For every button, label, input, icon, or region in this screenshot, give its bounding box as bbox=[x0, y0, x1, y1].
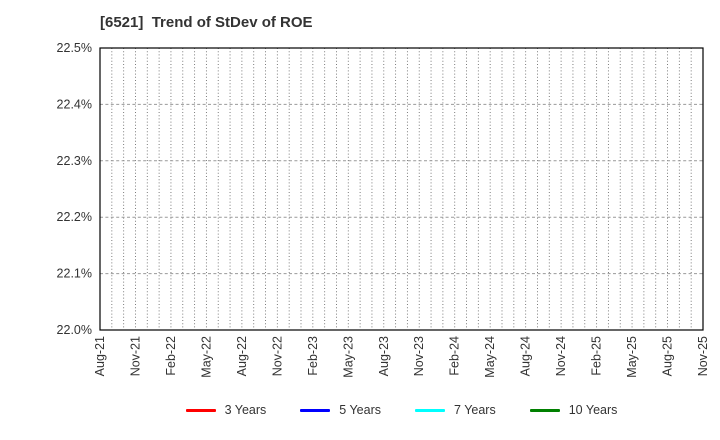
x-tick-label: Nov-22 bbox=[270, 336, 284, 376]
x-tick-label: Nov-25 bbox=[696, 336, 710, 376]
legend-label: 10 Years bbox=[568, 403, 618, 417]
legend-line-swatch bbox=[185, 408, 216, 412]
legend-label: 5 Years bbox=[339, 403, 382, 417]
x-tick-label: Feb-25 bbox=[590, 336, 604, 376]
x-tick-label: May-24 bbox=[483, 336, 497, 378]
x-tick-label: Aug-25 bbox=[661, 336, 675, 376]
x-tick-label: Aug-23 bbox=[377, 336, 391, 376]
x-tick-label: Nov-23 bbox=[412, 336, 426, 376]
legend-item-7-years: 7 Years bbox=[415, 403, 496, 417]
legend-item-3-years: 3 Years bbox=[185, 403, 267, 417]
y-tick-label: 22.1% bbox=[57, 267, 92, 281]
y-tick-label: 22.5% bbox=[57, 41, 92, 55]
x-tick-label: May-22 bbox=[199, 336, 213, 378]
chart-title: [6521] Trend of StDev of ROE bbox=[100, 14, 313, 31]
legend-item-5-years: 5 Years bbox=[300, 403, 381, 417]
x-tick-label: May-25 bbox=[625, 336, 639, 378]
legend-line-swatch bbox=[415, 408, 446, 412]
legend-item-10-years: 10 Years bbox=[529, 403, 618, 417]
x-tick-label: May-23 bbox=[341, 336, 355, 378]
x-tick-label: Aug-24 bbox=[519, 336, 533, 376]
legend-line-swatch bbox=[300, 408, 331, 412]
legend-label: 3 Years bbox=[224, 403, 267, 417]
legend: 3 Years 5 Years 7 Years 10 Years bbox=[100, 403, 703, 417]
y-tick-label: 22.2% bbox=[57, 210, 92, 224]
legend-line-swatch bbox=[529, 408, 560, 412]
x-tick-label: Aug-22 bbox=[235, 336, 249, 376]
y-tick-label: 22.0% bbox=[57, 323, 92, 337]
plot-border bbox=[99, 47, 704, 331]
y-tick-label: 22.4% bbox=[57, 97, 92, 111]
x-tick-label: Feb-22 bbox=[164, 336, 178, 376]
x-tick-label: Nov-21 bbox=[128, 336, 142, 376]
x-tick-label: Aug-21 bbox=[93, 336, 107, 376]
x-tick-label: Nov-24 bbox=[554, 336, 568, 376]
legend-label: 7 Years bbox=[454, 403, 496, 417]
x-tick-label: Feb-23 bbox=[306, 336, 320, 376]
y-tick-label: 22.3% bbox=[57, 154, 92, 168]
x-tick-label: Feb-24 bbox=[448, 336, 462, 376]
